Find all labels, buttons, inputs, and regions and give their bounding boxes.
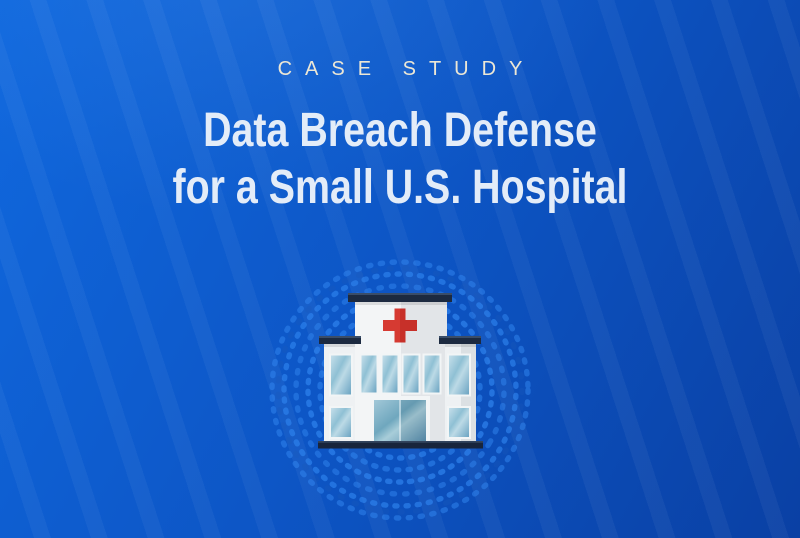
roof-slabs — [319, 293, 481, 347]
window — [329, 406, 353, 439]
window — [359, 353, 379, 395]
red-cross-icon — [383, 308, 417, 343]
upper-windows — [329, 353, 471, 397]
hospital-illustration-svg — [269, 259, 531, 521]
window — [447, 406, 471, 439]
eyebrow-label: CASE STUDY — [277, 58, 536, 80]
window — [380, 353, 400, 395]
lower-windows — [329, 406, 471, 439]
page-title: Data Breach Defense for a Small U.S. Hos… — [0, 102, 800, 216]
window — [447, 353, 471, 397]
base-plinth — [318, 441, 483, 449]
title-line-1: Data Breach Defense — [203, 104, 597, 157]
window — [329, 353, 353, 397]
entrance-door — [370, 396, 430, 441]
hospital-icon — [318, 293, 483, 449]
window — [401, 353, 421, 395]
hospital-illustration — [240, 240, 560, 538]
title-line-2: for a Small U.S. Hospital — [172, 161, 628, 214]
window — [422, 353, 442, 395]
